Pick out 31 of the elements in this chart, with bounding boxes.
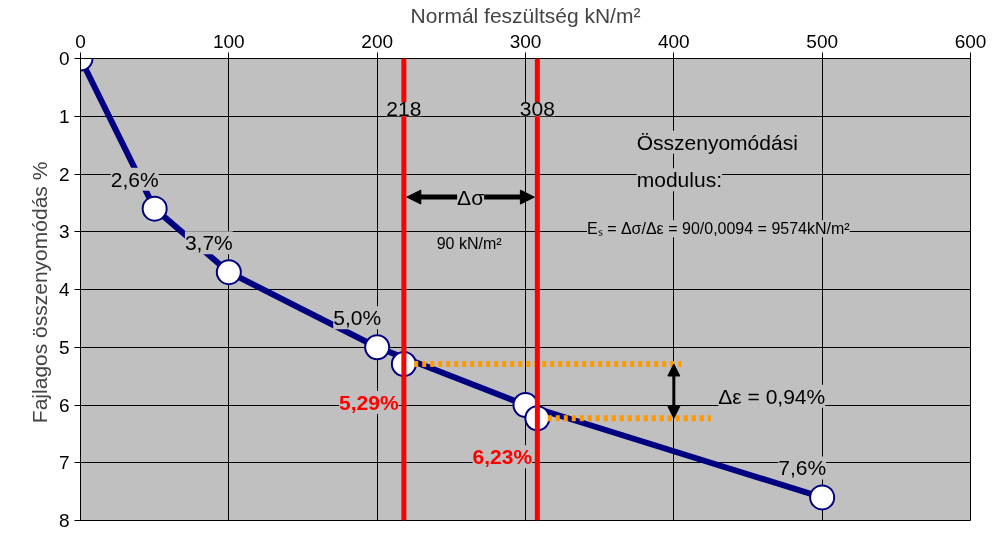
x-tick-label: 100 [212,30,245,52]
data-label: 3,7% [184,231,233,255]
y-tick-label: 1 [58,105,70,127]
x-tick-label: 0 [75,30,86,52]
ref-line-label: 218 [386,97,422,121]
y-tick-label: 8 [58,510,70,531]
x-tick-label: 300 [509,30,542,52]
y-tick-label: 7 [58,452,70,474]
data-label: 5,0% [333,306,382,330]
ref-line-label: 308 [519,97,555,121]
annotation: 90 kN/m² [436,234,503,252]
data-label: 2,6% [110,167,159,191]
y-tick-label: 2 [58,163,70,185]
y-tick-label: 3 [58,221,70,243]
x-tick-label: 200 [361,30,394,52]
annotation: Eₛ = Δσ/Δε = 90/0,0094 = 9574kN/m² [587,220,851,238]
data-label: 7,6% [778,456,827,480]
x-tick-label: 400 [657,30,690,52]
x-tick-label: 500 [806,30,839,52]
y-tick-label: 6 [58,394,70,416]
y-axis-title: Fajlagos összenyomódás % [27,161,51,424]
annotation: Összenyomódási [636,130,798,154]
y-tick-label: 4 [58,279,70,300]
data-label: 6,23% [472,445,533,469]
annotation: modulus: [636,168,722,192]
y-tick-label: 0 [58,48,70,69]
annotation: Δε = 0,94% [718,384,826,408]
data-label: 5,29% [339,391,399,414]
y-tick-label: 5 [58,336,70,358]
x-tick-label: 600 [954,30,987,52]
x-axis-title: Normál feszültség kN/m² [410,3,641,27]
